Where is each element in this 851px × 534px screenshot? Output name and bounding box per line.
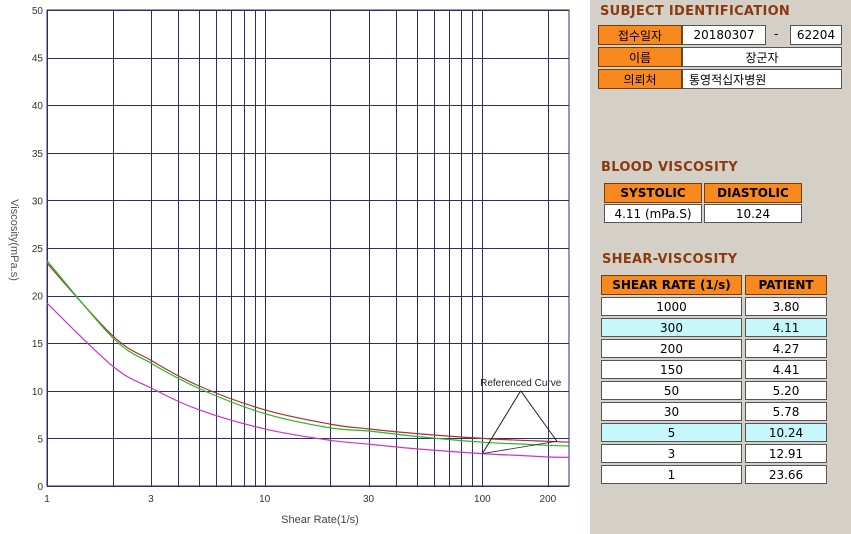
reception-date-field[interactable]: 20180307 (682, 25, 766, 45)
patient-header: PATIENT (745, 275, 827, 295)
y-tick-label: 20 (32, 292, 44, 303)
y-tick-label: 5 (37, 434, 43, 445)
subject-identification-title: SUBJECT IDENTIFICATION (600, 4, 791, 19)
shear-rate-cell: 5 (601, 423, 742, 442)
annotation-pointer (482, 440, 557, 455)
viscosity-curve (46, 260, 570, 447)
y-tick-label: 45 (32, 54, 44, 65)
y-tick-label: 30 (32, 196, 44, 207)
patient-viscosity-cell: 4.41 (745, 360, 827, 379)
patient-viscosity-cell: 23.66 (745, 465, 827, 484)
x-tick-label: 3 (148, 494, 154, 505)
shear-rate-header: SHEAR RATE (1/s) (601, 275, 742, 295)
referrer-field[interactable]: 통영적십자병원 (682, 69, 842, 89)
referrer-label: 의뢰처 (598, 69, 682, 89)
shear-rate-cell: 300 (601, 318, 742, 337)
y-tick-label: 0 (37, 482, 43, 493)
patient-viscosity-cell: 4.27 (745, 339, 827, 358)
patient-viscosity-cell: 12.91 (745, 444, 827, 463)
y-tick-label: 15 (32, 339, 44, 350)
viscosity-chart: Referenced Curve 0 5 10 15 20 25 30 35 40 45 50 1 3 1… (8, 6, 570, 526)
systolic-value: 4.11 (mPa.S) (604, 204, 702, 223)
reception-date-label: 접수일자 (598, 25, 682, 45)
x-axis-label: Shear Rate(1/s) (281, 514, 359, 526)
x-tick-label: 30 (363, 494, 375, 505)
id-separator: - (774, 27, 779, 41)
diastolic-header: DIASTOLIC (704, 183, 802, 203)
shear-rate-cell: 1000 (601, 297, 742, 316)
name-field[interactable]: 장군자 (682, 47, 842, 67)
viscosity-chart-panel: Referenced Curve 0 5 10 15 20 25 30 35 40 45 50 1 3 1… (8, 6, 570, 526)
diastolic-value: 10.24 (704, 204, 802, 223)
name-label: 이름 (598, 47, 682, 67)
patient-viscosity-cell: 4.11 (745, 318, 827, 337)
referenced-curve-label: Referenced Curve (480, 378, 562, 389)
shear-rate-cell: 30 (601, 402, 742, 421)
patient-viscosity-cell: 5.20 (745, 381, 827, 400)
shear-viscosity-title: SHEAR-VISCOSITY (602, 252, 738, 267)
reception-number-field[interactable]: 62204 (790, 25, 842, 45)
shear-rate-cell: 150 (601, 360, 742, 379)
y-tick-label: 35 (32, 149, 44, 160)
shear-rate-cell: 1 (601, 465, 742, 484)
annotation-pointer (520, 390, 558, 442)
x-tick-label: 100 (474, 494, 491, 505)
x-tick-label: 1 (44, 494, 50, 505)
annotation-pointer (481, 390, 522, 454)
y-tick-label: 10 (32, 387, 44, 398)
viscosity-curve (46, 302, 570, 458)
y-tick-label: 50 (32, 6, 44, 17)
shear-rate-cell: 3 (601, 444, 742, 463)
systolic-header: SYSTOLIC (604, 183, 702, 203)
viscosity-curve (46, 262, 570, 443)
patient-viscosity-cell: 5.78 (745, 402, 827, 421)
report-side-panel: SUBJECT IDENTIFICATION 접수일자 20180307 - 6… (590, 0, 851, 534)
y-tick-label: 40 (32, 101, 44, 112)
shear-rate-cell: 200 (601, 339, 742, 358)
shear-rate-cell: 50 (601, 381, 742, 400)
patient-viscosity-cell: 10.24 (745, 423, 827, 442)
y-tick-label: 25 (32, 244, 44, 255)
patient-viscosity-cell: 3.80 (745, 297, 827, 316)
y-axis-label: Viscosity(mPa.s) (8, 199, 20, 281)
x-tick-label: 10 (259, 494, 271, 505)
x-tick-label: 200 (540, 494, 557, 505)
blood-viscosity-title: BLOOD VISCOSITY (601, 160, 738, 175)
